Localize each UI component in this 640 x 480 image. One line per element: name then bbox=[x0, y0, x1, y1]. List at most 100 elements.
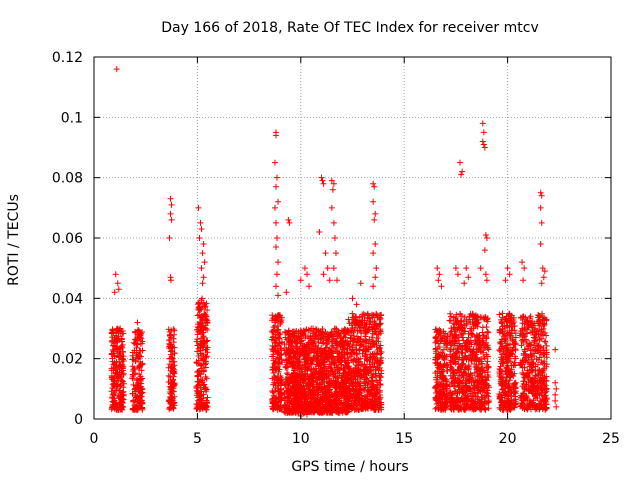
data-point bbox=[518, 392, 525, 399]
data-point bbox=[542, 338, 549, 345]
data-point bbox=[543, 363, 550, 370]
data-point bbox=[301, 265, 308, 272]
data-point bbox=[447, 310, 454, 317]
data-point bbox=[470, 385, 477, 392]
data-point bbox=[537, 189, 544, 196]
data-point bbox=[539, 372, 546, 379]
data-point bbox=[270, 357, 277, 364]
data-point bbox=[328, 331, 335, 338]
data-point bbox=[136, 371, 143, 378]
data-point bbox=[479, 324, 486, 331]
data-point bbox=[297, 340, 304, 347]
data-point bbox=[307, 371, 314, 378]
data-point bbox=[452, 390, 459, 397]
data-point bbox=[476, 371, 483, 378]
data-point bbox=[540, 397, 547, 404]
data-point bbox=[483, 364, 490, 371]
data-point bbox=[203, 317, 210, 324]
data-point bbox=[510, 362, 517, 369]
data-point bbox=[201, 311, 208, 318]
data-point bbox=[335, 349, 342, 356]
data-point bbox=[361, 374, 368, 381]
data-point bbox=[204, 320, 211, 327]
data-point bbox=[133, 403, 140, 410]
data-point bbox=[290, 370, 297, 377]
data-point bbox=[283, 363, 290, 370]
data-point bbox=[458, 373, 465, 380]
data-point bbox=[133, 394, 140, 401]
data-point bbox=[465, 316, 472, 323]
data-point bbox=[348, 404, 355, 411]
data-point bbox=[370, 198, 377, 205]
data-point bbox=[195, 368, 202, 375]
data-point bbox=[525, 324, 532, 331]
data-point bbox=[447, 332, 454, 339]
data-point bbox=[521, 265, 528, 272]
data-point bbox=[432, 405, 439, 412]
data-point bbox=[273, 365, 280, 372]
data-point bbox=[538, 192, 545, 199]
data-point bbox=[298, 383, 305, 390]
data-point bbox=[443, 385, 450, 392]
data-point bbox=[446, 317, 453, 324]
data-point bbox=[330, 344, 337, 351]
data-point bbox=[469, 374, 476, 381]
data-point bbox=[319, 377, 326, 384]
data-point bbox=[165, 378, 172, 385]
data-point bbox=[315, 332, 322, 339]
data-point bbox=[361, 386, 368, 393]
data-point bbox=[134, 379, 141, 386]
data-point bbox=[434, 265, 441, 272]
data-point bbox=[356, 395, 363, 402]
data-point bbox=[171, 399, 178, 406]
x-tick-label: 5 bbox=[193, 431, 202, 447]
data-point bbox=[305, 390, 312, 397]
data-point bbox=[472, 315, 479, 322]
data-point bbox=[296, 389, 303, 396]
data-point bbox=[540, 402, 547, 409]
data-point bbox=[355, 387, 362, 394]
data-point bbox=[483, 389, 490, 396]
data-point bbox=[376, 314, 383, 321]
data-point bbox=[318, 335, 325, 342]
data-point bbox=[364, 314, 371, 321]
data-point bbox=[528, 351, 535, 358]
data-point bbox=[368, 311, 375, 318]
data-point bbox=[277, 345, 284, 352]
data-point bbox=[452, 399, 459, 406]
data-point bbox=[113, 358, 120, 365]
data-point bbox=[463, 265, 470, 272]
data-point bbox=[372, 321, 379, 328]
data-point bbox=[356, 346, 363, 353]
data-point bbox=[112, 332, 119, 339]
data-point bbox=[315, 374, 322, 381]
data-point bbox=[272, 132, 279, 139]
data-point bbox=[348, 357, 355, 364]
data-point bbox=[351, 319, 358, 326]
data-point bbox=[480, 315, 487, 322]
data-point bbox=[536, 383, 543, 390]
data-point bbox=[485, 363, 492, 370]
data-point bbox=[112, 271, 119, 278]
data-point bbox=[484, 316, 491, 323]
data-point bbox=[535, 357, 542, 364]
data-point bbox=[367, 396, 374, 403]
data-point bbox=[199, 280, 206, 287]
data-point bbox=[322, 384, 329, 391]
data-point bbox=[373, 265, 380, 272]
data-point bbox=[503, 378, 510, 385]
data-point bbox=[458, 406, 465, 413]
data-point bbox=[293, 372, 300, 379]
data-point bbox=[291, 386, 298, 393]
data-point bbox=[274, 348, 281, 355]
data-point bbox=[272, 342, 279, 349]
data-point bbox=[531, 350, 538, 357]
data-point bbox=[198, 355, 205, 362]
data-point bbox=[284, 395, 291, 402]
data-point bbox=[304, 401, 311, 408]
data-point bbox=[269, 312, 276, 319]
data-point bbox=[331, 235, 338, 241]
data-point bbox=[293, 409, 300, 416]
data-point bbox=[483, 235, 490, 241]
data-point bbox=[356, 322, 363, 329]
